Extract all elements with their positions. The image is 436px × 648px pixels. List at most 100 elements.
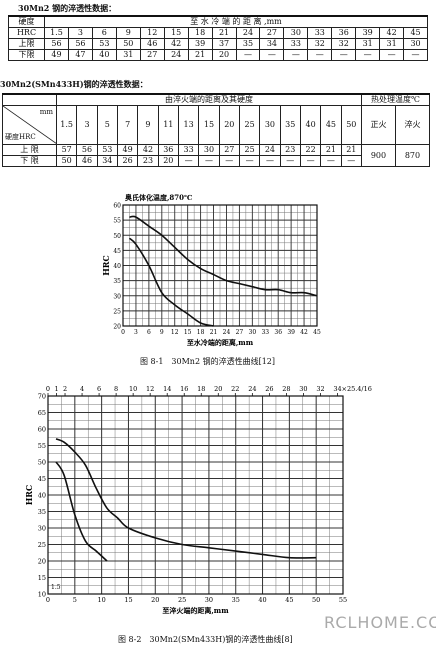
top-tick-label: 28 <box>282 385 290 393</box>
upper-limit-curve <box>129 215 318 297</box>
y-tick-label: 20 <box>38 558 46 566</box>
y-tick-label: 30 <box>113 293 121 300</box>
table2-quench-value: 870 <box>394 144 431 167</box>
corner-label: 1.5 <box>51 584 61 591</box>
x-tick-label: 12 <box>171 329 179 336</box>
x-tick-label: 36 <box>274 329 282 336</box>
table1-value-cell: 31 <box>115 49 141 61</box>
table2-diag-cell: mm 硬度HRC <box>2 105 57 145</box>
x-tick-label: 15 <box>184 329 192 336</box>
table1-distance-cell: 15 <box>163 27 189 39</box>
y-tick-label: 55 <box>38 442 46 450</box>
top-tick-label: 24 <box>248 385 256 393</box>
table1-value-cell: 30 <box>403 38 428 50</box>
top-tick-label: 14 <box>163 385 171 393</box>
y-tick-label: 40 <box>38 492 46 500</box>
table1-value-cell: — <box>235 49 261 61</box>
y-axis-label: HRC <box>24 485 34 506</box>
y-tick-label: 30 <box>38 525 46 533</box>
x-tick-label: 15 <box>124 596 132 604</box>
chart1-title: 奥氏体化温度,870℃ <box>125 193 193 202</box>
top-tick-label: 0 <box>46 385 50 393</box>
y-tick-label: 45 <box>38 475 46 483</box>
table2-quench-label: 淬火 <box>394 105 431 145</box>
top-tick-label: 4 <box>80 385 84 393</box>
y-tick-label: 70 <box>38 393 46 401</box>
x-tick-label: 39 <box>287 329 295 336</box>
y-tick-label: 25 <box>38 541 46 549</box>
y-tick-label: 15 <box>38 574 46 582</box>
table2-hardness-label: 硬度HRC <box>5 133 36 141</box>
table1-value-cell: 39 <box>187 38 213 50</box>
y-tick-label: 20 <box>113 324 121 331</box>
top-tick-label: 6 <box>97 385 101 393</box>
table1-value-cell: — <box>331 49 357 61</box>
x-tick-label: 27 <box>236 329 244 336</box>
figure2-caption: 图 8-2 30Mn2(SMn433H)钢的淬透性曲线[8] <box>118 635 293 644</box>
table1-value-cell: 24 <box>163 49 189 61</box>
y-tick-label: 50 <box>38 459 46 467</box>
x-tick-label: 3 <box>134 329 138 336</box>
top-tick-label: 18 <box>197 385 205 393</box>
table1-value-cell: 27 <box>139 49 165 61</box>
x-tick-label: 10 <box>97 596 105 604</box>
x-tick-label: 35 <box>232 596 240 604</box>
top-tick-label: 34 <box>333 385 341 393</box>
table2: 由淬火端的距离及其硬度 热处理温度℃ mm 硬度HRC 1.5 3 5 7 9 11 13 1… <box>2 93 431 167</box>
x-tick-label: 30 <box>249 329 257 336</box>
top-tick-label: 16 <box>180 385 188 393</box>
y-tick-label: 40 <box>113 263 121 270</box>
x-tick-label: 40 <box>258 596 266 604</box>
x-tick-label: 6 <box>147 329 151 336</box>
top-tick-label: 10 <box>129 385 137 393</box>
x-tick-label: 21 <box>210 329 218 336</box>
x-tick-label: 45 <box>313 329 321 336</box>
x-tick-label: 55 <box>339 596 347 604</box>
x-tick-label: 18 <box>197 329 205 336</box>
x-axis-label: 至淬火端的距离,mm <box>162 606 229 615</box>
x-tick-label: 33 <box>261 329 269 336</box>
y-tick-label: 50 <box>113 233 121 240</box>
top-tick-label: 32 <box>316 385 324 393</box>
y-tick-label: 45 <box>113 248 121 255</box>
y-tick-label: 60 <box>38 426 46 434</box>
y-tick-label: 25 <box>113 308 121 315</box>
x-tick-label: 42 <box>300 329 308 336</box>
top-tick-label: 12 <box>146 385 154 393</box>
x-tick-label: 25 <box>178 596 186 604</box>
y-tick-label: 55 <box>113 218 121 225</box>
x-tick-label: 50 <box>312 596 320 604</box>
plot-frame <box>122 204 318 327</box>
y-tick-label: 65 <box>38 409 46 417</box>
x-tick-label: 9 <box>160 329 164 336</box>
x-tick-label: 0 <box>46 596 50 604</box>
top-tick-label: 26 <box>265 385 273 393</box>
lower-limit-curve <box>55 461 108 562</box>
table1-value-cell: 21 <box>187 49 213 61</box>
top-axis-unit: ×25.4/16 <box>342 385 372 393</box>
lower-limit-curve <box>128 237 214 327</box>
x-tick-label: 45 <box>285 596 293 604</box>
top-tick-label: 22 <box>231 385 239 393</box>
y-tick-label: 10 <box>38 591 46 599</box>
table1-row-label: 下限 <box>8 49 45 61</box>
x-tick-label: 24 <box>223 329 231 336</box>
table1-value-cell: — <box>355 49 381 61</box>
top-tick-label: 30 <box>299 385 307 393</box>
x-tick-label: 5 <box>73 596 77 604</box>
x-axis-label: 至水冷端的距离,mm <box>187 338 254 347</box>
diagonal-line <box>3 106 56 144</box>
top-tick-label: 1 <box>54 385 58 393</box>
plot-frame <box>47 395 344 595</box>
x-tick-label: 0 <box>121 329 125 336</box>
y-tick-label: 35 <box>38 508 46 516</box>
figure1-caption: 图 8-1 30Mn2 钢的淬透性曲线[12] <box>140 357 276 366</box>
y-tick-label: 35 <box>113 278 121 285</box>
table1-value-cell: 20 <box>211 49 237 61</box>
x-tick-label: 30 <box>205 596 213 604</box>
top-tick-label: 20 <box>214 385 222 393</box>
x-tick-label: 20 <box>151 596 159 604</box>
top-tick-label: 8 <box>114 385 118 393</box>
table1-value-cell: 49 <box>44 49 69 61</box>
